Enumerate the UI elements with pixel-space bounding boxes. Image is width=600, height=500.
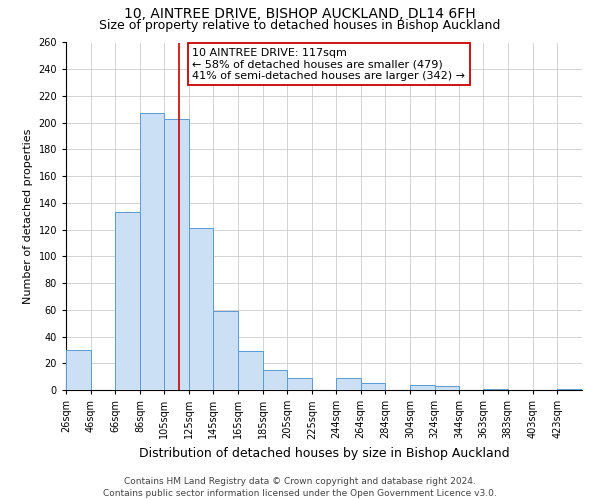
Bar [263, 370, 287, 390]
Y-axis label: Number of detached properties: Number of detached properties [23, 128, 33, 304]
Bar [66, 350, 91, 390]
Bar [287, 378, 312, 390]
Bar [164, 118, 188, 390]
Bar [115, 212, 140, 390]
Bar [557, 388, 582, 390]
Bar [336, 378, 361, 390]
Text: 10 AINTREE DRIVE: 117sqm
← 58% of detached houses are smaller (479)
41% of semi-: 10 AINTREE DRIVE: 117sqm ← 58% of detach… [193, 48, 466, 81]
Text: Contains HM Land Registry data © Crown copyright and database right 2024.
Contai: Contains HM Land Registry data © Crown c… [103, 476, 497, 498]
Text: 10, AINTREE DRIVE, BISHOP AUCKLAND, DL14 6FH: 10, AINTREE DRIVE, BISHOP AUCKLAND, DL14… [124, 8, 476, 22]
Bar [140, 114, 164, 390]
Bar [435, 386, 460, 390]
Text: Size of property relative to detached houses in Bishop Auckland: Size of property relative to detached ho… [100, 18, 500, 32]
Bar [238, 351, 263, 390]
Bar [188, 228, 213, 390]
Bar [213, 311, 238, 390]
Bar [410, 384, 435, 390]
X-axis label: Distribution of detached houses by size in Bishop Auckland: Distribution of detached houses by size … [139, 447, 509, 460]
Bar [361, 384, 385, 390]
Bar [483, 388, 508, 390]
